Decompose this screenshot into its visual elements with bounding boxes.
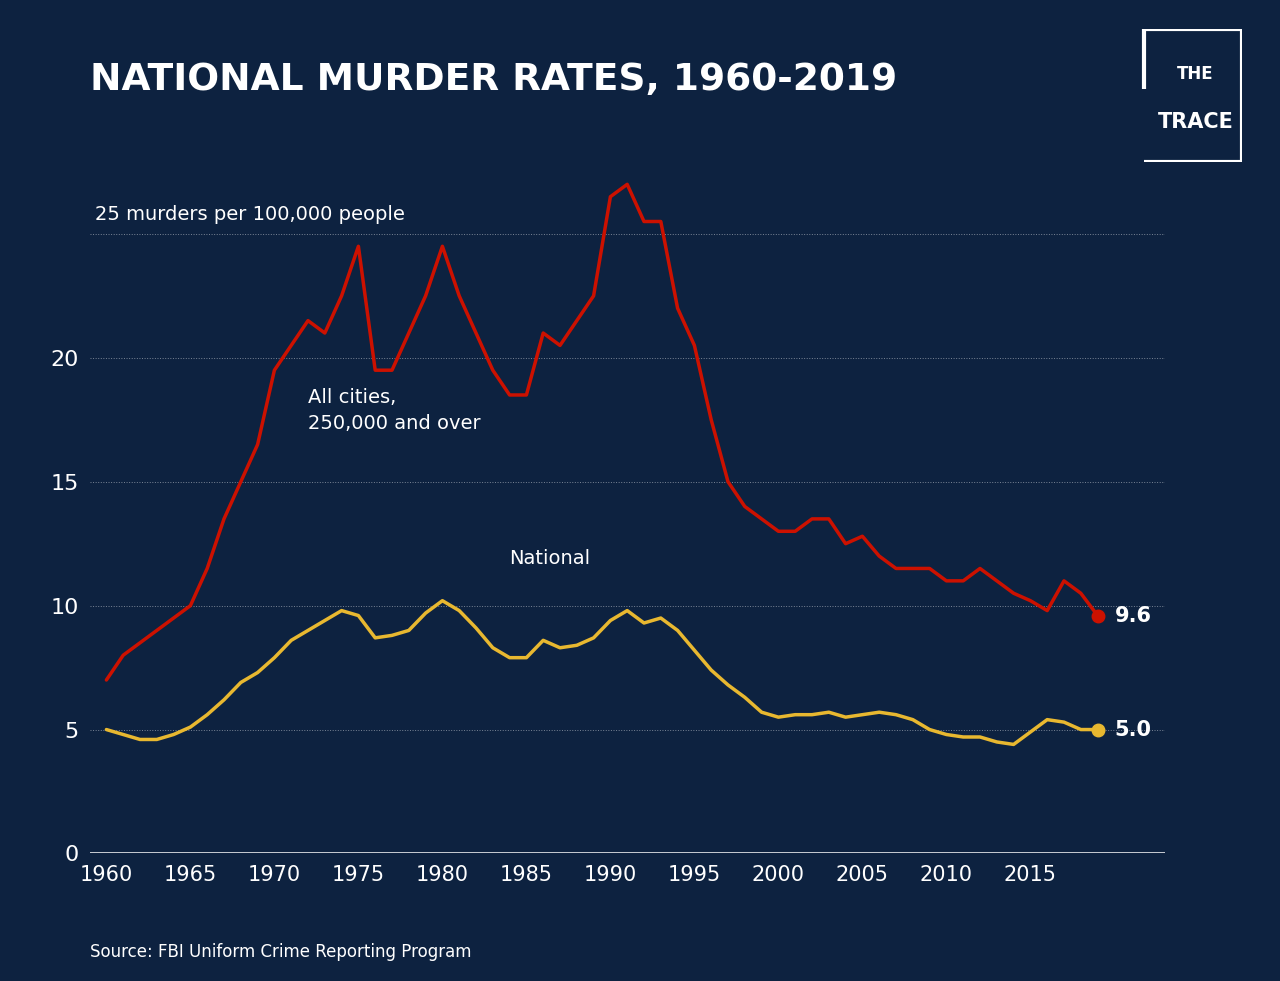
Text: All cities,
250,000 and over: All cities, 250,000 and over (308, 387, 480, 433)
Text: THE: THE (1178, 66, 1213, 83)
Text: Source: FBI Uniform Crime Reporting Program: Source: FBI Uniform Crime Reporting Prog… (90, 944, 471, 961)
Text: NATIONAL MURDER RATES, 1960-2019: NATIONAL MURDER RATES, 1960-2019 (90, 62, 897, 98)
Text: 25 murders per 100,000 people: 25 murders per 100,000 people (95, 205, 404, 224)
Text: National: National (509, 549, 591, 568)
Text: 9.6: 9.6 (1115, 605, 1152, 626)
Text: 5.0: 5.0 (1115, 719, 1152, 740)
Text: TRACE: TRACE (1157, 112, 1234, 132)
